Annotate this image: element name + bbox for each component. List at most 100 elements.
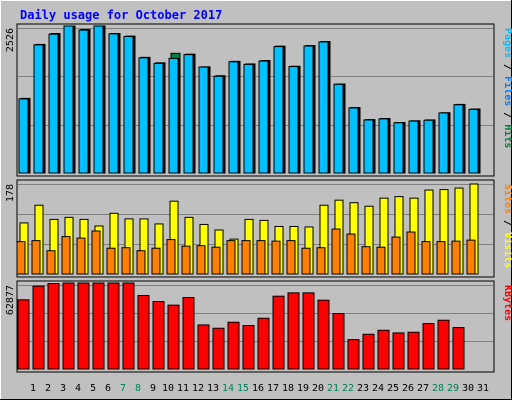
legend-sites: Sites [502, 184, 512, 214]
day-label-31: 31 [477, 383, 489, 394]
day-label-2: 2 [45, 383, 51, 394]
bar-kbytes-day-1 [17, 299, 30, 370]
bar-pages-day-14 [213, 75, 224, 174]
panel-middle: 178 Sites / Visits [5, 179, 512, 278]
bar-sites-day-5 [76, 237, 86, 275]
bar-sites-day-10 [151, 247, 161, 275]
bar-sites-day-2 [31, 240, 41, 275]
bar-pages-day-20 [303, 45, 314, 174]
bar-pages-day-3 [48, 33, 59, 174]
bar-sites-day-30 [451, 240, 461, 275]
bar-pages-day-23 [348, 107, 359, 174]
bar-sites-day-26 [391, 236, 401, 275]
bar-sites-day-20 [301, 247, 311, 275]
day-label-6: 6 [105, 383, 111, 394]
bar-pages-day-16 [243, 63, 254, 174]
day-label-27: 27 [417, 383, 429, 394]
bar-kbytes-day-8 [122, 282, 135, 370]
bar-pages-day-21 [318, 41, 329, 174]
bar-sites-day-1 [16, 241, 26, 275]
bar-pages-day-1 [18, 98, 29, 174]
bar-kbytes-day-4 [62, 282, 75, 370]
bar-kbytes-day-5 [77, 282, 90, 370]
bar-sites-day-9 [136, 250, 146, 275]
bar-pages-day-12 [183, 54, 194, 174]
panel-top-max-label: 2526 [5, 28, 16, 52]
bar-kbytes-day-9 [137, 295, 150, 370]
bar-pages-day-22 [333, 83, 344, 174]
bar-pages-day-18 [273, 46, 284, 174]
legend-pages: Pages [502, 28, 512, 58]
bar-pages-day-25 [378, 118, 389, 174]
bar-pages-day-2 [33, 44, 44, 174]
bar-pages-day-17 [258, 60, 269, 174]
bar-sites-day-23 [346, 233, 356, 275]
bar-kbytes-day-3 [47, 282, 60, 370]
panel-middle-legend: Sites / Visits [502, 184, 512, 268]
bar-sites-day-6 [91, 230, 101, 275]
bar-sites-day-27 [406, 231, 416, 275]
bar-sites-day-14 [211, 246, 221, 275]
day-label-28: 28 [432, 383, 444, 394]
bar-pages-day-11 [168, 57, 179, 174]
day-label-21: 21 [327, 383, 339, 394]
bar-sites-day-17 [256, 240, 266, 275]
bar-pages-day-26 [393, 122, 404, 174]
day-label-25: 25 [387, 383, 399, 394]
bar-kbytes-day-25 [377, 329, 390, 370]
bar-kbytes-day-27 [407, 331, 420, 370]
bar-kbytes-day-2 [32, 285, 45, 370]
panel-top: 2526 Pages / Files / Hits [5, 23, 512, 177]
bar-kbytes-day-23 [347, 339, 360, 370]
legend-separator: / [502, 214, 512, 232]
bar-sites-day-7 [106, 247, 116, 275]
legend-kbytes: KBytes [502, 285, 512, 321]
bar-pages-day-6 [93, 25, 104, 174]
bar-sites-day-16 [241, 240, 251, 275]
bar-kbytes-day-18 [272, 295, 285, 370]
bar-pages-day-5 [78, 29, 89, 174]
panel-bottom: 62877 KBytes [5, 280, 512, 373]
panel-bottom-legend: KBytes [502, 285, 512, 321]
day-label-12: 12 [192, 383, 204, 394]
bar-pages-day-7 [108, 33, 119, 174]
bar-kbytes-day-11 [167, 304, 180, 370]
bar-sites-day-11 [166, 239, 176, 275]
bar-sites-day-12 [181, 245, 191, 275]
bar-sites-day-18 [271, 240, 281, 275]
bar-sites-day-25 [376, 246, 386, 275]
x-axis-day-labels: 1 2 3 4 5 6 7 8 9 10 11 12 13 14 15 16 17 18 19 20 21 22 23 24 2… [30, 383, 489, 394]
day-label-14: 14 [222, 383, 234, 394]
bar-pages-day-9 [138, 57, 149, 174]
chart-title: Daily usage for October 2017 [20, 8, 222, 22]
bar-kbytes-day-7 [107, 282, 120, 370]
legend-files: Files [502, 76, 512, 106]
bar-sites-day-8 [121, 247, 131, 275]
bar-pages-day-13 [198, 66, 209, 174]
bar-pages-day-30 [453, 104, 464, 174]
bar-kbytes-day-19 [287, 292, 300, 370]
bar-kbytes-day-12 [182, 297, 195, 370]
bar-pages-day-4 [63, 25, 74, 174]
bar-sites-day-31 [466, 239, 476, 275]
bar-pages-day-24 [363, 119, 374, 174]
bar-kbytes-day-17 [257, 317, 270, 370]
day-label-20: 20 [312, 383, 324, 394]
bar-kbytes-day-6 [92, 282, 105, 370]
bar-sites-day-3 [46, 250, 56, 275]
day-label-24: 24 [372, 383, 384, 394]
bar-sites-day-13 [196, 245, 206, 275]
day-label-22: 22 [342, 383, 354, 394]
bar-pages-day-8 [123, 35, 134, 174]
bar-pages-day-19 [288, 66, 299, 174]
bar-sites-day-21 [316, 247, 326, 275]
day-label-13: 13 [207, 383, 219, 394]
chart-panels: 2526 Pages / Files / Hits 178 Sites / Visit… [5, 23, 512, 373]
panel-middle-max-label: 178 [5, 184, 16, 202]
bar-kbytes-day-24 [362, 333, 375, 370]
bar-kbytes-day-15 [227, 321, 240, 370]
bar-sites-day-22 [331, 228, 341, 275]
day-label-15: 15 [237, 383, 249, 394]
